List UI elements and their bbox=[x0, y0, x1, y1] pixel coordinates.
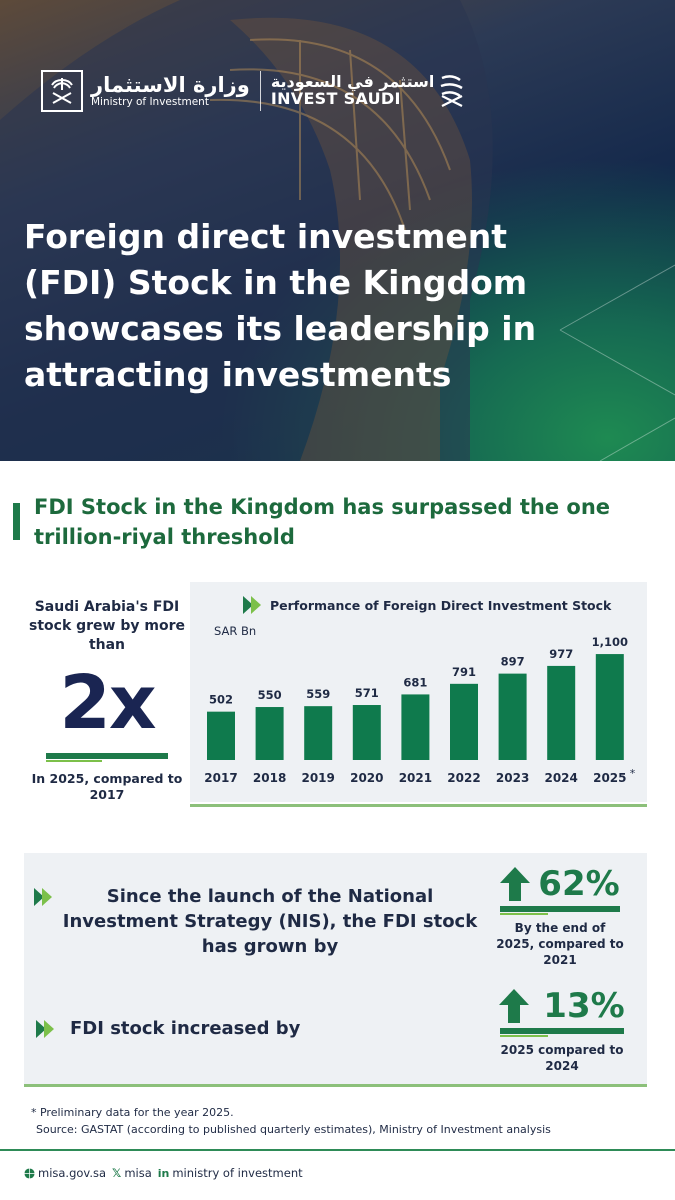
value-label-2022: 791 bbox=[452, 665, 476, 679]
building-background-graphic bbox=[0, 0, 675, 461]
x-account-link[interactable]: 𝕏 misa bbox=[112, 1166, 152, 1180]
logo-divider bbox=[259, 71, 261, 111]
ministry-name-english: Ministry of Investment bbox=[91, 95, 209, 108]
category-label-2017: 2017 bbox=[204, 771, 237, 785]
category-label-2023: 2023 bbox=[496, 771, 529, 785]
nis-growth-value: 62% bbox=[538, 864, 620, 904]
play-arrow-icon bbox=[34, 888, 52, 906]
value-label-2025: 1,100 bbox=[592, 635, 628, 649]
category-label-2025: 2025 bbox=[593, 771, 626, 785]
fdi-increase-value: 13% bbox=[543, 986, 625, 1026]
bar-2025 bbox=[595, 654, 624, 760]
bar-2022 bbox=[450, 683, 478, 760]
invest-saudi-arabic: استثمر في السعودية bbox=[270, 72, 435, 92]
growth-stat: Saudi Arabia's FDI stock grew by more th… bbox=[24, 598, 190, 803]
footnote-source: Source: GASTAT (according to published q… bbox=[36, 1123, 551, 1136]
fdi-increase-metric: 13% 2025 compared to 2024 bbox=[498, 986, 626, 1074]
fdi-increase-caption: 2025 compared to 2024 bbox=[500, 1043, 624, 1073]
growth-stat-note: In 2025, compared to 2017 bbox=[31, 771, 183, 802]
play-arrow-icon bbox=[36, 1020, 54, 1038]
up-arrow-icon bbox=[499, 989, 530, 1023]
nis-growth-metric: 62% By the end of 2025, compared to 2021 bbox=[494, 864, 626, 968]
website-link[interactable]: misa.gov.sa bbox=[24, 1166, 106, 1180]
nis-growth-caption: By the end of 2025, compared to 2021 bbox=[496, 921, 624, 967]
category-label-2021: 2021 bbox=[399, 771, 432, 785]
chart-bottom-rule bbox=[190, 804, 647, 807]
footer-rule bbox=[0, 1149, 675, 1151]
website-text: misa.gov.sa bbox=[38, 1166, 107, 1180]
logo-bar: وزارة الاستثمار Ministry of Investment ا… bbox=[41, 68, 466, 114]
fdi-increase-underline bbox=[500, 1028, 624, 1037]
footer: misa.gov.sa 𝕏 misa in ministry of invest… bbox=[24, 1166, 309, 1180]
globe-icon bbox=[24, 1167, 35, 1179]
invest-saudi-mark-icon bbox=[440, 75, 464, 107]
bar-2024 bbox=[547, 665, 576, 760]
growth-stat-underline bbox=[46, 753, 168, 762]
x-logo-icon: 𝕏 bbox=[112, 1166, 122, 1180]
linkedin-icon: in bbox=[157, 1166, 170, 1180]
value-label-2020: 571 bbox=[355, 686, 379, 700]
footnote-preliminary: * Preliminary data for the year 2025. bbox=[31, 1106, 234, 1119]
ministry-name-arabic: وزارة الاستثمار bbox=[91, 73, 250, 98]
invest-saudi-english: INVEST SAUDI bbox=[270, 89, 401, 108]
annotation-2025: * bbox=[630, 767, 636, 780]
play-arrow-icon bbox=[243, 596, 261, 614]
category-label-2019: 2019 bbox=[301, 771, 334, 785]
growth-panel-bottom-rule bbox=[24, 1084, 647, 1087]
bar-2019 bbox=[304, 706, 333, 760]
category-label-2022: 2022 bbox=[447, 771, 480, 785]
x-account-text: misa bbox=[124, 1166, 152, 1180]
bar-2021 bbox=[401, 694, 430, 760]
value-label-2024: 977 bbox=[549, 647, 573, 661]
headline-accent-bar bbox=[13, 503, 20, 540]
value-label-2021: 681 bbox=[403, 675, 427, 689]
category-label-2018: 2018 bbox=[253, 771, 286, 785]
fdi-increase-text: FDI stock increased by bbox=[70, 1018, 301, 1039]
value-label-2018: 550 bbox=[258, 688, 282, 702]
up-arrow-icon bbox=[500, 867, 531, 901]
invest-saudi-logo: استثمر في السعودية INVEST SAUDI bbox=[270, 72, 467, 108]
growth-stat-lead: Saudi Arabia's FDI stock grew by more th… bbox=[29, 599, 185, 653]
fdi-bar-chart: 502 2017 550 2018 559 2019 571 2020 681 2021 791 20… bbox=[204, 635, 636, 785]
nis-growth-underline bbox=[500, 906, 620, 915]
growth-panel bbox=[24, 853, 647, 1084]
hero-title: Foreign direct investment (FDI) Stock in… bbox=[24, 217, 537, 394]
value-label-2017: 502 bbox=[209, 693, 233, 707]
hero-banner: وزارة الاستثمار Ministry of Investment ا… bbox=[0, 0, 675, 461]
bar-2020 bbox=[352, 705, 381, 760]
bar-2017 bbox=[207, 711, 235, 760]
section-headline: FDI Stock in the Kingdom has surpassed t… bbox=[34, 495, 611, 549]
bar-2023 bbox=[498, 673, 527, 760]
chart-title: Performance of Foreign Direct Investment… bbox=[270, 598, 612, 613]
ministry-logo: وزارة الاستثمار Ministry of Investment bbox=[91, 74, 250, 107]
linkedin-link[interactable]: in ministry of investment bbox=[158, 1166, 303, 1180]
footnote: * Preliminary data for the year 2025. So… bbox=[31, 1104, 551, 1138]
nis-growth-text: Since the launch of the National Investm… bbox=[62, 886, 478, 957]
saudi-emblem-icon bbox=[41, 70, 83, 112]
linkedin-text: ministry of investment bbox=[172, 1166, 303, 1180]
value-label-2023: 897 bbox=[501, 655, 525, 669]
category-label-2020: 2020 bbox=[350, 771, 383, 785]
value-label-2019: 559 bbox=[306, 687, 330, 701]
bar-2018 bbox=[255, 707, 284, 760]
chart-unit-label: SAR Bn bbox=[214, 624, 257, 638]
growth-stat-value: 2x bbox=[59, 660, 156, 746]
category-label-2024: 2024 bbox=[544, 771, 577, 785]
